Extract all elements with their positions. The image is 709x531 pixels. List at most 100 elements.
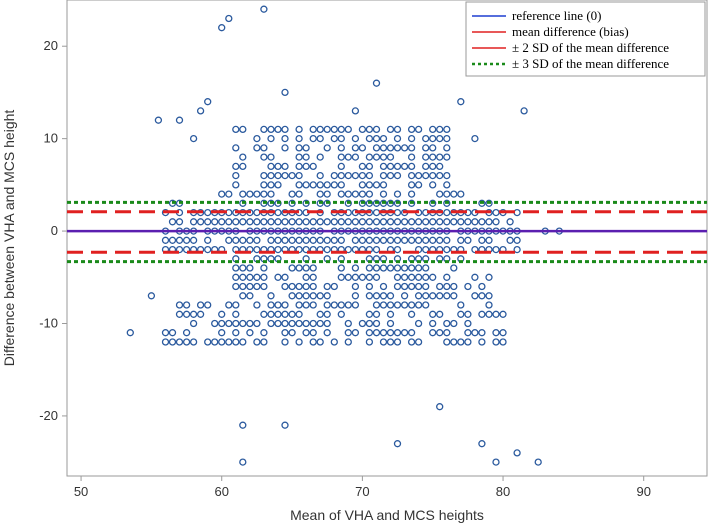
data-point	[309, 319, 317, 328]
data-point	[393, 144, 402, 152]
data-point	[295, 190, 303, 198]
data-point	[309, 218, 317, 226]
data-point	[274, 245, 282, 254]
data-point	[393, 171, 402, 180]
data-point	[386, 144, 395, 152]
x-axis-label: Mean of VHA and MCS heights	[290, 507, 484, 523]
data-point	[407, 329, 416, 337]
data-point	[344, 199, 352, 207]
data-point	[288, 329, 296, 337]
data-point	[450, 264, 458, 272]
data-point	[337, 218, 345, 226]
data-point	[337, 310, 345, 318]
data-point	[253, 236, 261, 244]
data-point	[372, 236, 381, 244]
data-point	[443, 245, 451, 254]
data-point	[189, 236, 198, 244]
data-point	[443, 125, 451, 134]
data-point	[204, 245, 212, 254]
data-point	[422, 264, 430, 272]
data-point	[309, 282, 317, 291]
data-point	[344, 301, 352, 309]
axis-ticks: 50 60 70 80 90 -20 -10 0 10 20	[39, 38, 651, 499]
data-point	[147, 292, 156, 300]
data-point	[225, 301, 233, 309]
data-point	[365, 171, 374, 180]
data-point	[492, 218, 500, 226]
data-point	[330, 134, 338, 143]
data-point	[478, 310, 486, 318]
data-point	[267, 292, 275, 300]
data-point	[246, 273, 254, 281]
data-point	[344, 319, 352, 328]
data-point	[457, 190, 465, 198]
data-point	[429, 125, 437, 134]
data-point	[386, 264, 395, 272]
data-point	[471, 329, 479, 337]
data-point	[316, 199, 324, 207]
data-point	[407, 282, 416, 291]
data-point	[330, 282, 338, 291]
data-point	[344, 329, 352, 337]
data-point	[492, 208, 500, 217]
data-point	[358, 190, 367, 198]
data-point	[365, 153, 374, 161]
data-point	[457, 98, 465, 106]
data-point	[379, 171, 388, 180]
data-point	[407, 153, 416, 161]
data-point	[351, 107, 360, 115]
data-point	[267, 218, 275, 226]
data-point	[175, 310, 184, 318]
data-point	[478, 329, 486, 337]
data-point	[260, 181, 268, 189]
data-point	[281, 310, 289, 318]
data-point	[407, 236, 416, 244]
data-point	[274, 181, 282, 189]
data-point	[436, 310, 444, 318]
data-point	[189, 134, 198, 143]
data-point	[351, 264, 360, 272]
data-point	[316, 319, 324, 328]
data-point	[211, 319, 219, 328]
data-point	[443, 153, 451, 161]
data-point	[218, 329, 226, 337]
data-point	[281, 144, 289, 152]
data-point	[232, 144, 240, 152]
data-point	[436, 162, 444, 171]
data-point	[302, 144, 310, 152]
data-point	[492, 458, 500, 466]
data-point	[309, 264, 317, 272]
data-point	[513, 449, 521, 457]
data-point	[274, 218, 282, 226]
data-point	[281, 282, 289, 291]
data-point	[189, 319, 198, 328]
data-point	[358, 181, 367, 189]
data-point	[464, 310, 472, 318]
data-point	[239, 282, 247, 291]
data-point	[295, 319, 303, 328]
data-point	[302, 153, 310, 161]
data-point	[407, 125, 416, 134]
y-axis-label: Difference between VHA and MCS height	[1, 110, 17, 367]
data-point	[379, 153, 388, 161]
data-point	[492, 245, 500, 254]
legend-box	[465, 1, 706, 77]
data-point	[323, 292, 331, 300]
data-point	[232, 264, 240, 272]
data-point	[407, 199, 416, 207]
data-point	[422, 292, 430, 300]
data-point	[422, 282, 430, 291]
data-point	[372, 301, 381, 309]
y-tick-label: -20	[39, 408, 58, 423]
data-point	[471, 273, 479, 281]
data-point	[281, 134, 289, 143]
data-point	[429, 171, 437, 180]
data-point	[372, 218, 381, 226]
data-point	[260, 125, 268, 134]
data-point	[189, 218, 198, 226]
data-point	[260, 153, 268, 161]
data-point	[358, 319, 367, 328]
data-point	[478, 292, 486, 300]
data-point	[218, 310, 226, 318]
data-point	[379, 181, 388, 189]
